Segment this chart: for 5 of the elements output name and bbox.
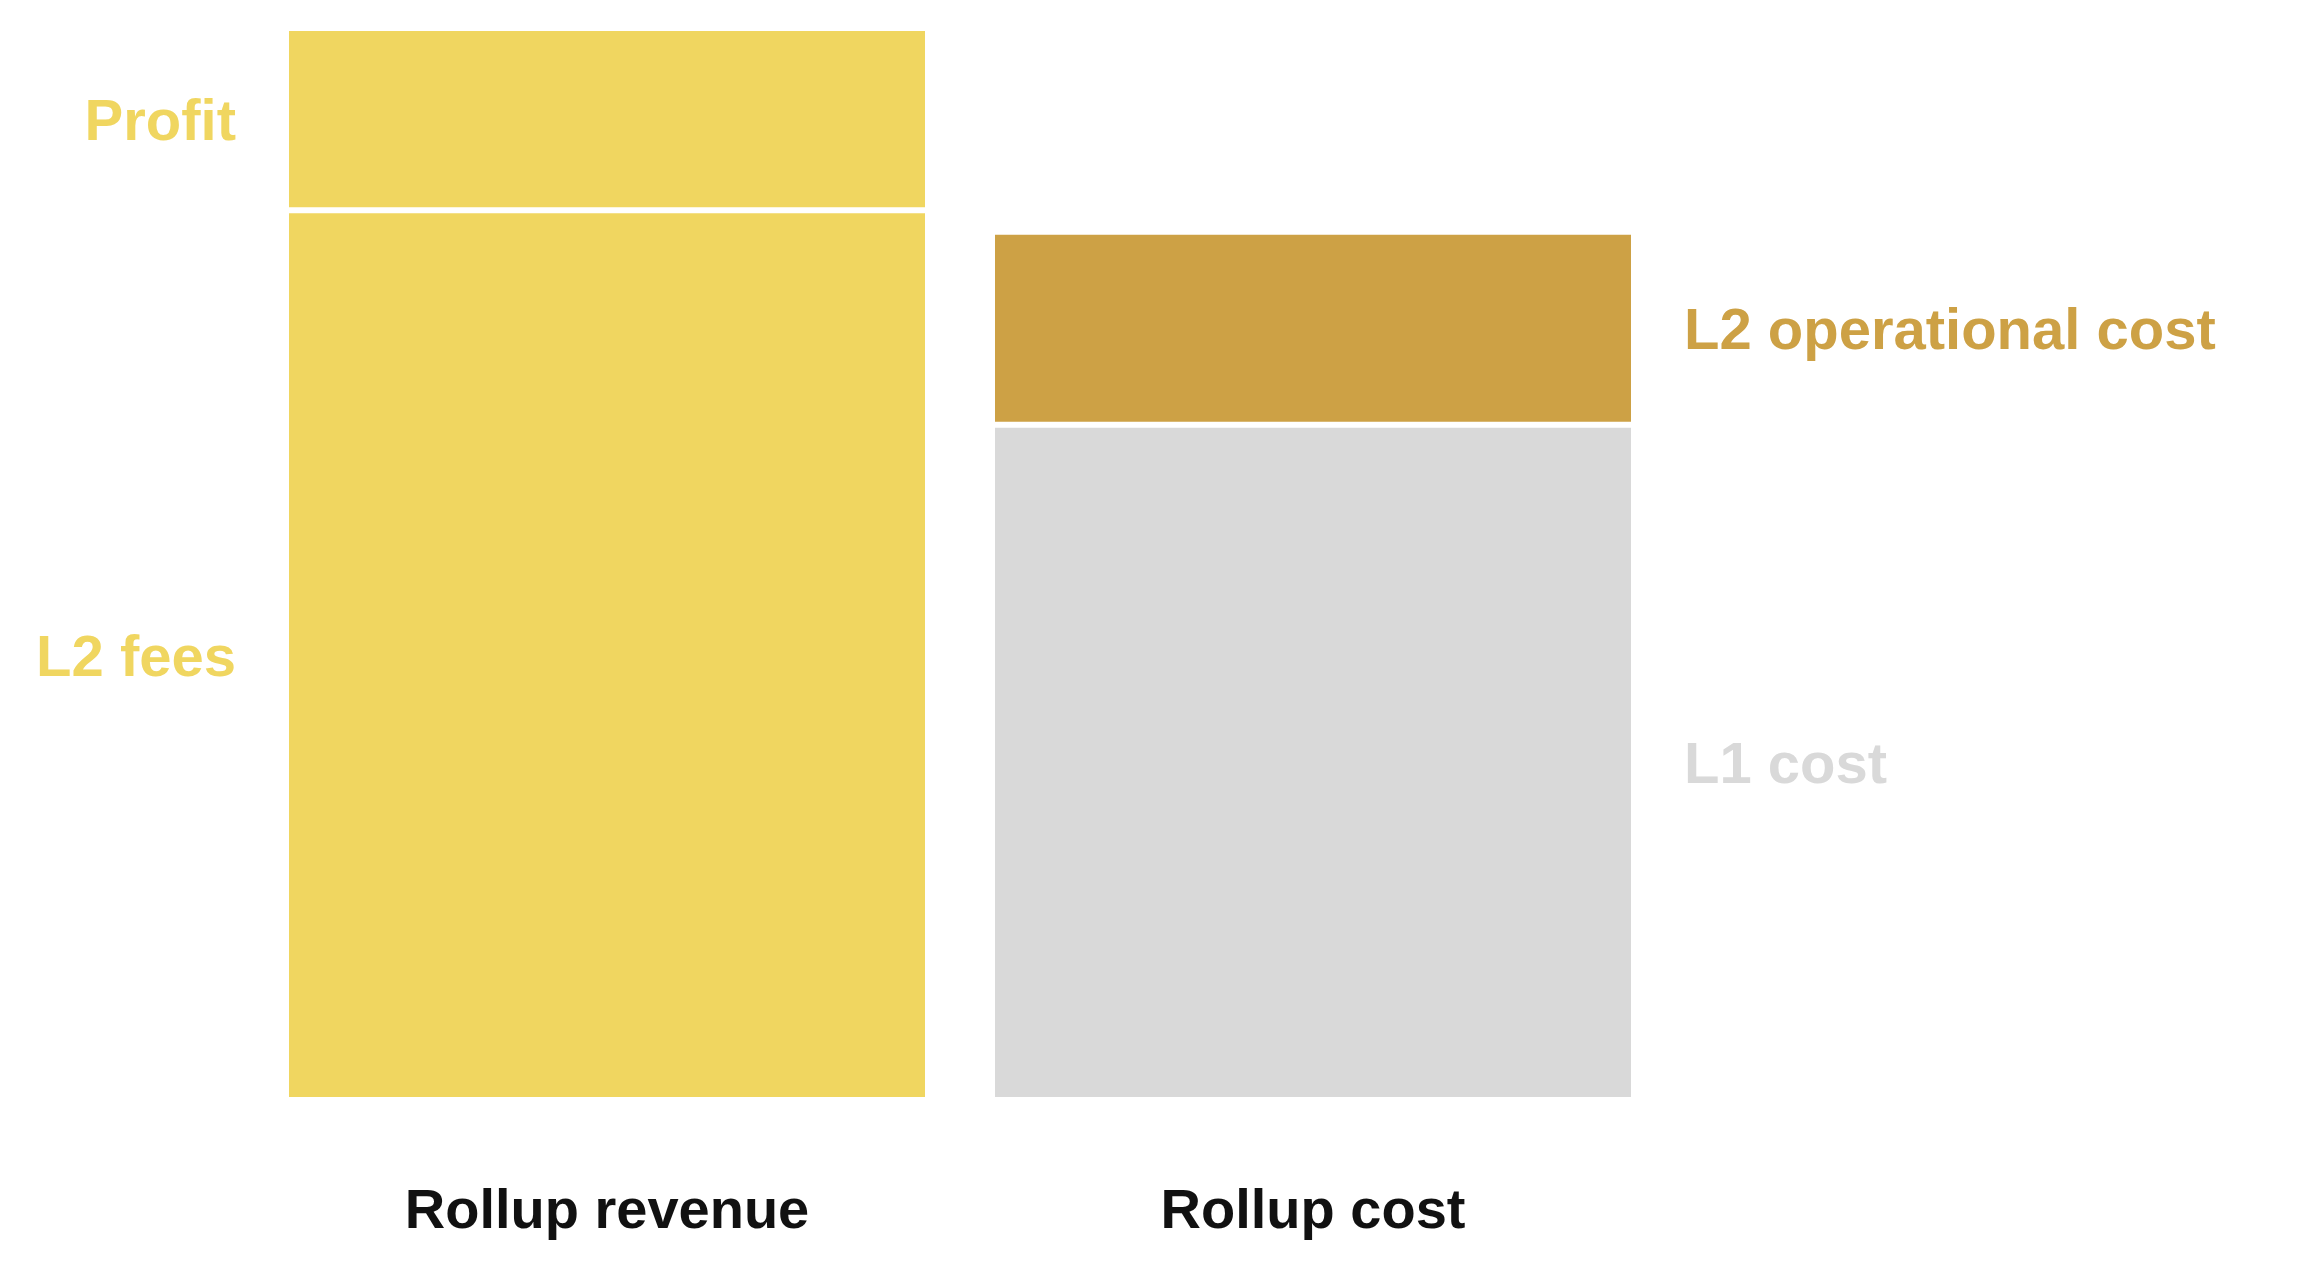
x-tick-label: Rollup revenue <box>404 1176 810 1240</box>
series-label: L2 operational cost <box>1684 295 2216 361</box>
x-tick-label: Rollup cost <box>1160 1176 1466 1240</box>
series-label: Profit <box>84 86 236 152</box>
series-label: L2 fees <box>36 622 236 688</box>
